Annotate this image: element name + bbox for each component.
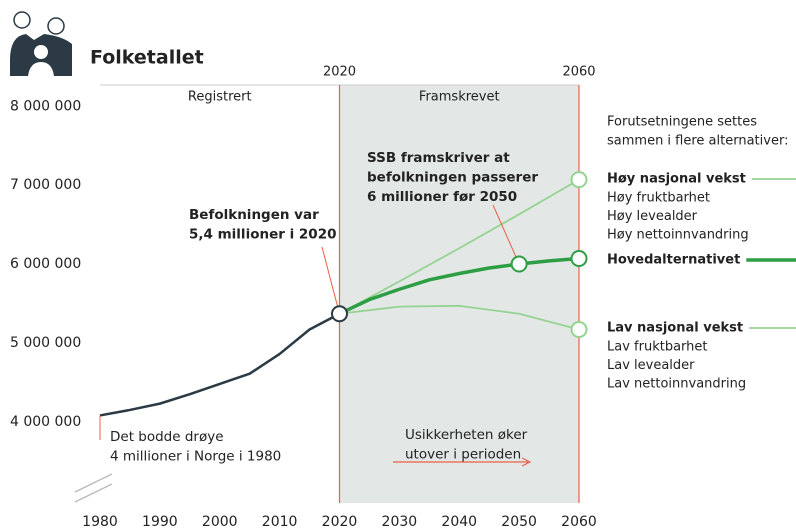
boundary-label: 2060 [562,65,595,80]
annotation: 4 millioner i Norge i 1980 [110,449,281,465]
legend-intro: Forutsetningene settes [607,115,757,130]
y-tick-label: 7 000 000 [10,177,81,193]
leader-line [321,246,340,314]
point-marker [510,255,528,273]
point-marker [570,171,588,189]
x-tick-label: 2050 [501,514,537,530]
point-marker [570,320,588,338]
annotation: Det bodde drøye [110,429,224,445]
x-tick-label: 2030 [382,514,418,530]
annotation: befolkningen passerer [367,170,538,186]
legend-item: Lav fruktbarhet [607,340,708,355]
projection-region [339,85,579,503]
legend-item: Lav nettoinnvandring [607,377,746,392]
arrow [393,457,532,467]
y-tick-label: 5 000 000 [10,335,81,351]
series-line [99,312,341,417]
series-line [339,304,580,331]
x-tick-label: 1990 [142,514,178,530]
legend-label: Hovedalternativet [607,253,740,268]
legend-label: Høy nasjonal vekst [607,172,746,187]
x-tick-label: 2040 [441,514,477,530]
region-label: Registrert [188,90,252,105]
boundary-label: 2020 [323,65,356,80]
annotation: 6 millioner før 2050 [367,189,517,205]
x-tick-label: 2020 [322,514,358,530]
y-tick-label: 8 000 000 [10,98,81,114]
series-line [339,178,580,315]
region-label: Framskrevet [419,90,500,105]
annotation: Befolkningen var [189,207,319,223]
x-tick-label: 2060 [561,514,597,530]
annotation: utover i perioden [405,447,521,463]
leader-line [492,204,520,265]
series-line [338,256,580,316]
legend-item: Høy levealder [607,209,698,224]
y-tick-label: 4 000 000 [10,414,81,430]
annotation: Usikkerheten øker [405,427,528,443]
point-marker [331,305,348,323]
chart-title: Folketallet [90,47,204,69]
axis-break [74,473,113,503]
point-marker [570,250,588,268]
annotation: SSB framskriver at [367,150,510,166]
x-tick-label: 2010 [262,514,298,530]
x-tick-label: 1980 [82,514,118,530]
annotation: 5,4 millioner i 2020 [189,227,337,243]
legend-item: Høy fruktbarhet [607,191,710,206]
legend-label: Lav nasjonal vekst [607,321,743,336]
icon [10,11,72,76]
legend-item: Høy nettoinnvandring [607,228,749,243]
y-tick-label: 6 000 000 [10,256,81,272]
legend-item: Lav levealder [607,358,695,373]
legend-intro: sammen i flere alternativer: [607,134,788,149]
x-tick-label: 2000 [202,514,238,530]
